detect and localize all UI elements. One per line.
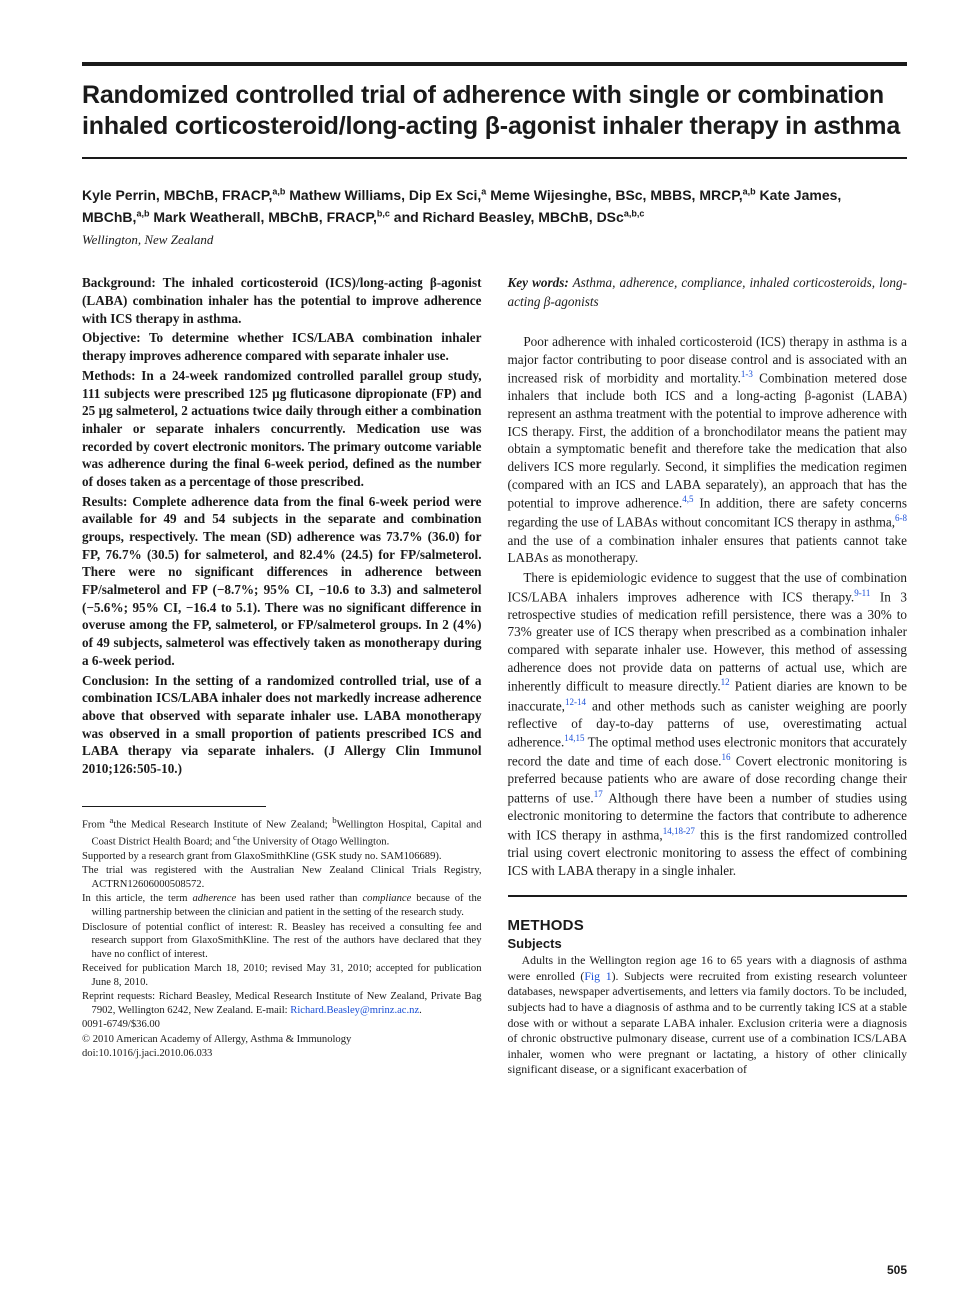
subjects-subheading: Subjects: [508, 936, 908, 951]
footnote-coi: Disclosure of potential conflict of inte…: [82, 921, 482, 962]
section-rule: [508, 895, 908, 897]
methods-para-1: Adults in the Wellington region age 16 t…: [508, 953, 908, 1078]
footnote-funding: Supported by a research grant from Glaxo…: [82, 850, 482, 864]
abstract-methods: Methods: In a 24-week randomized control…: [82, 367, 482, 491]
title-block: Randomized controlled trial of adherence…: [82, 62, 907, 159]
intro-para-1: Poor adherence with inhaled corticostero…: [508, 333, 908, 567]
methods-heading: METHODS: [508, 917, 908, 934]
footnote-issn: 0091-6749/$36.00: [82, 1018, 482, 1032]
abstract-conclusion: Conclusion: In the setting of a randomiz…: [82, 672, 482, 778]
footnote-copyright: © 2010 American Academy of Allergy, Asth…: [82, 1033, 482, 1047]
left-column: Background: The inhaled corticosteroid (…: [82, 274, 482, 1077]
page-number: 505: [887, 1263, 907, 1277]
abstract-results: Results: Complete adherence data from th…: [82, 493, 482, 670]
footnote-terminology: In this article, the term adherence has …: [82, 892, 482, 919]
introduction: Poor adherence with inhaled corticostero…: [508, 333, 908, 880]
footnote-dates: Received for publication March 18, 2010;…: [82, 962, 482, 989]
footnote-registry: The trial was registered with the Austra…: [82, 864, 482, 891]
abstract-objective: Objective: To determine whether ICS/LABA…: [82, 329, 482, 364]
keywords-label: Key words:: [508, 275, 569, 290]
affiliation-city: Wellington, New Zealand: [82, 232, 907, 248]
footnotes: From athe Medical Research Institute of …: [82, 815, 482, 1061]
methods-body: Adults in the Wellington region age 16 t…: [508, 953, 908, 1078]
abstract-background: Background: The inhaled corticosteroid (…: [82, 274, 482, 327]
keywords: Key words: Asthma, adherence, compliance…: [508, 274, 908, 310]
footnote-separator: [82, 806, 266, 807]
author-list: Kyle Perrin, MBChB, FRACP,a,b Mathew Wil…: [82, 185, 907, 228]
right-column: Key words: Asthma, adherence, compliance…: [508, 274, 908, 1077]
footnote-doi: doi:10.1016/j.jaci.2010.06.033: [82, 1047, 482, 1061]
article-title: Randomized controlled trial of adherence…: [82, 80, 907, 141]
two-column-layout: Background: The inhaled corticosteroid (…: [82, 274, 907, 1077]
footnote-reprints: Reprint requests: Richard Beasley, Medic…: [82, 990, 482, 1017]
intro-para-2: There is epidemiologic evidence to sugge…: [508, 569, 908, 879]
footnote-affiliations: From athe Medical Research Institute of …: [82, 815, 482, 849]
abstract: Background: The inhaled corticosteroid (…: [82, 274, 482, 777]
